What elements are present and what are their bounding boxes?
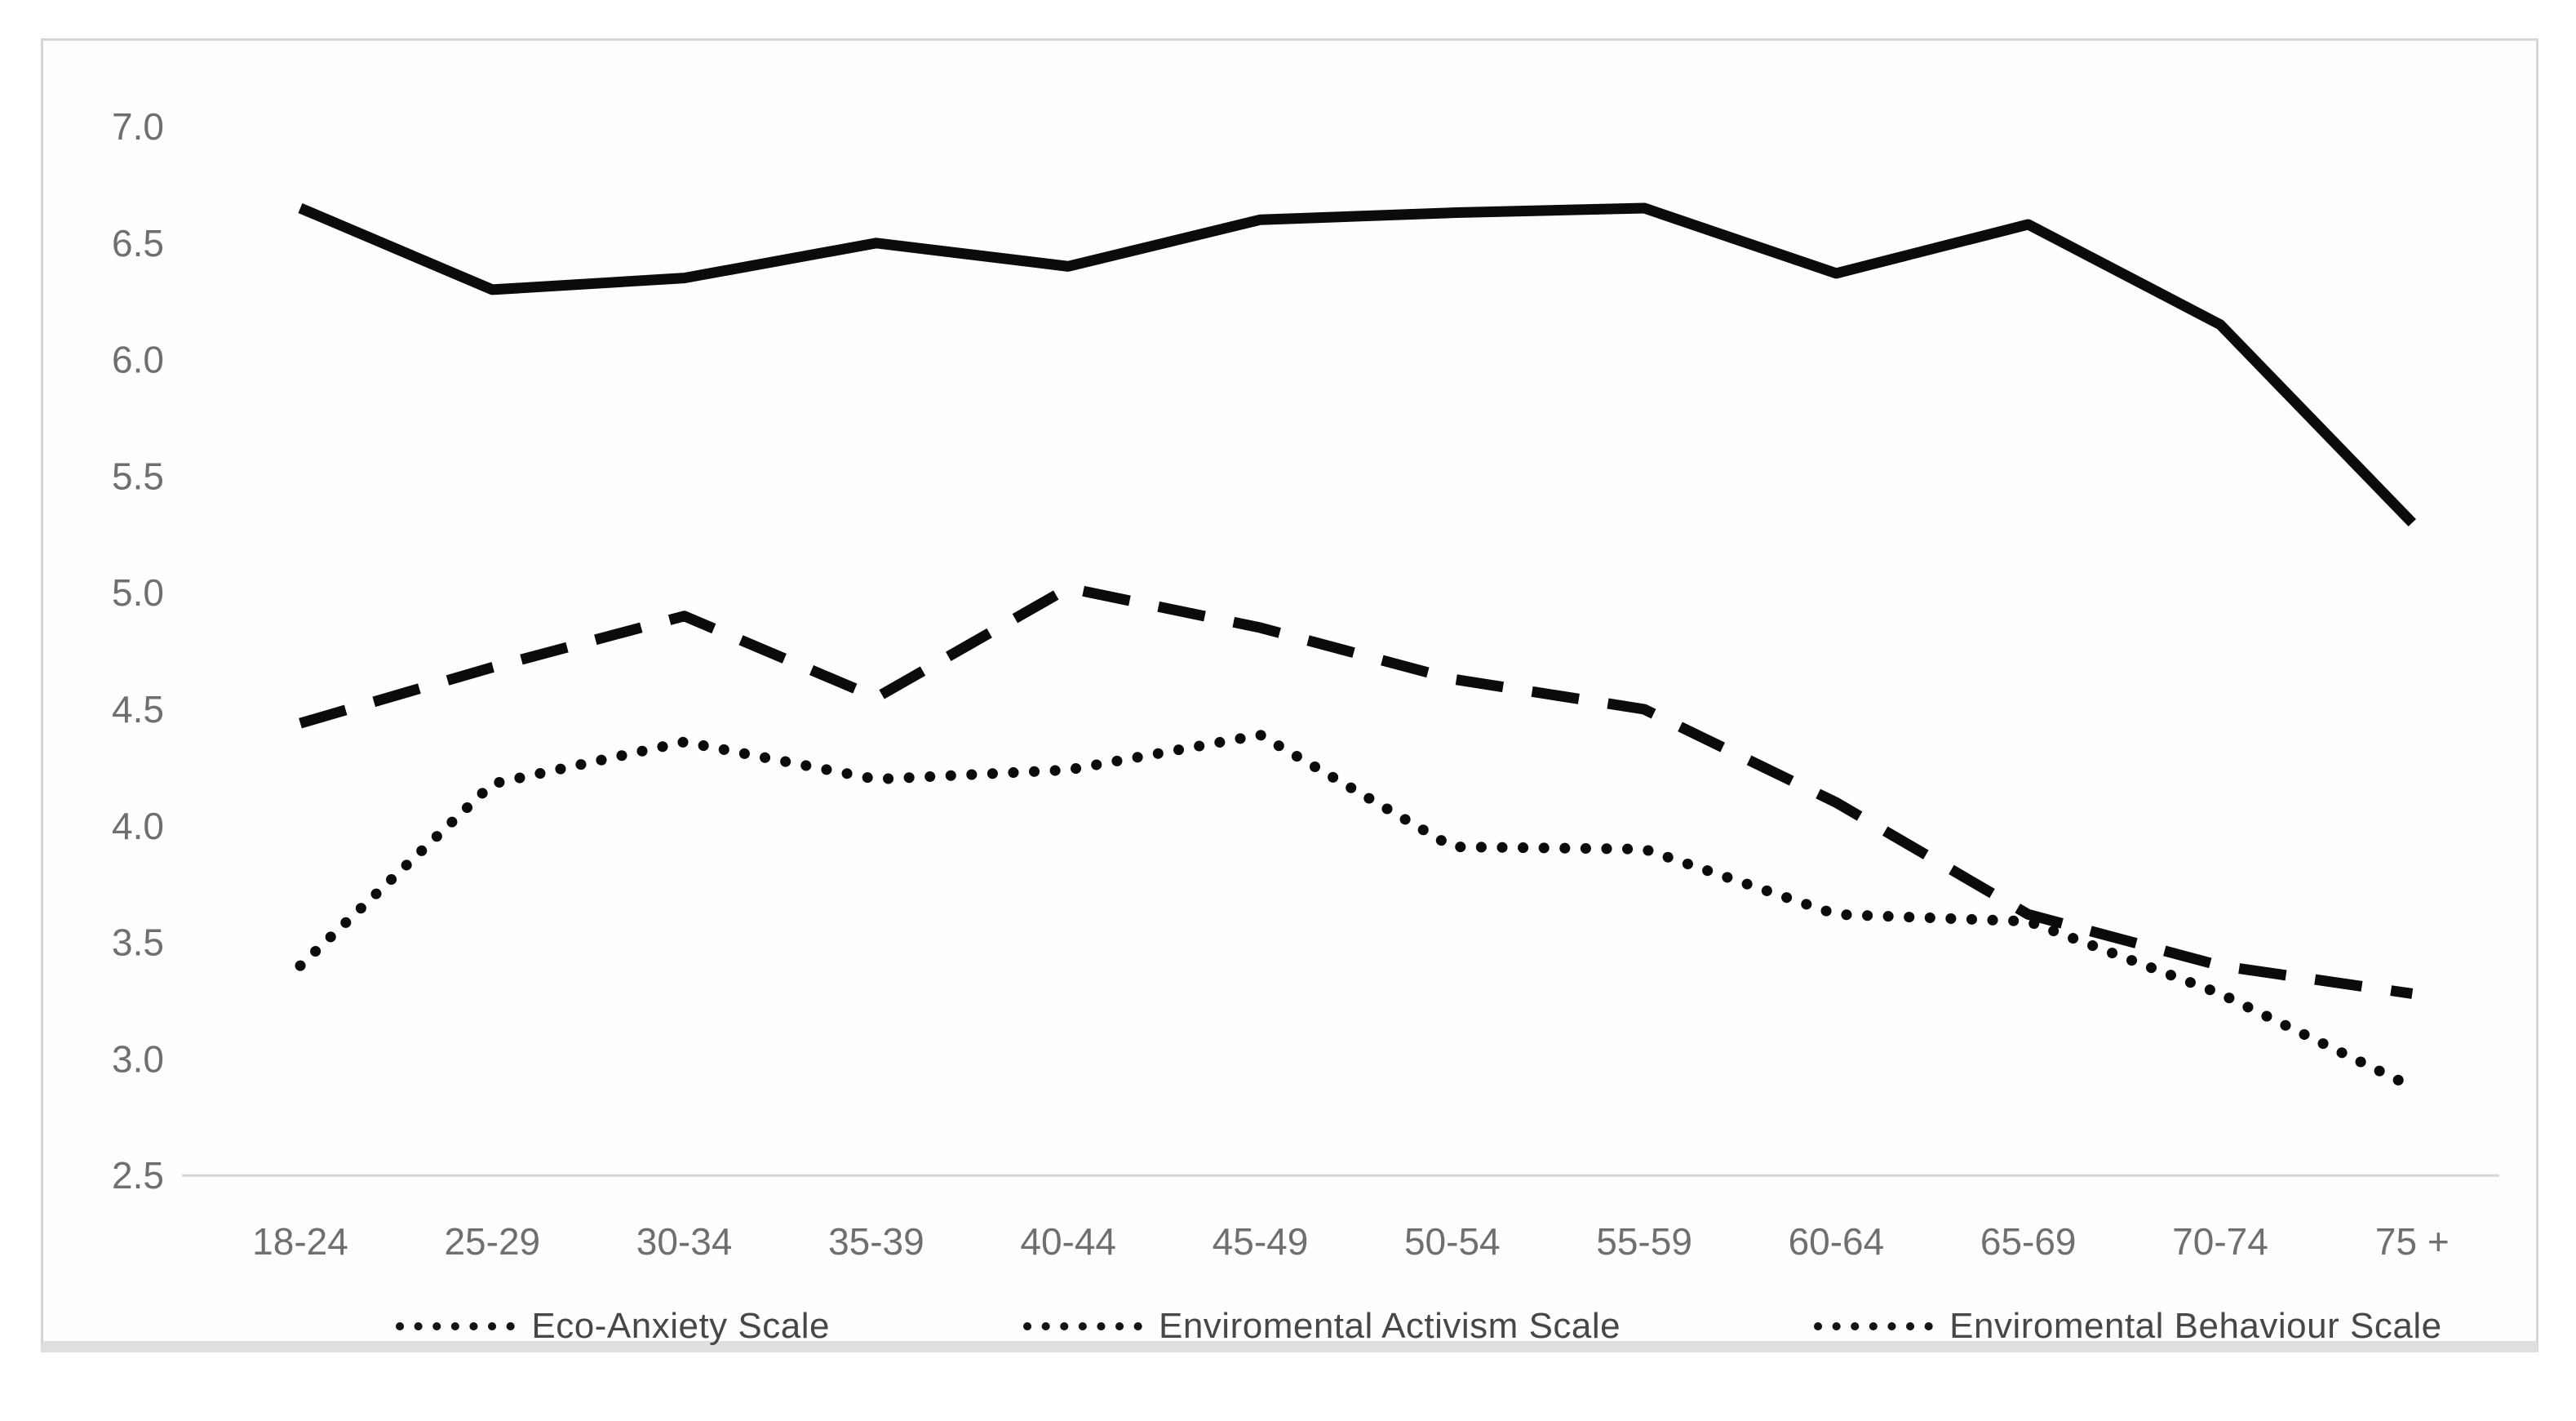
x-tick-label: 45-49 xyxy=(1213,1220,1309,1263)
series-line-solid xyxy=(298,202,2416,527)
y-tick-label: 3.0 xyxy=(112,1037,164,1080)
series-line-dotted xyxy=(295,729,2418,1093)
y-tick-label: 6.5 xyxy=(112,222,164,264)
y-tick-label: 4.5 xyxy=(112,688,164,730)
dotted-line-icon xyxy=(1022,1322,1142,1330)
chart-legend: Eco-Anxiety Scale Enviromental Activism … xyxy=(300,1294,2536,1359)
x-tick-label: 25-29 xyxy=(444,1220,540,1263)
x-tick-label: 55-59 xyxy=(1596,1220,1692,1263)
x-tick-label: 50-54 xyxy=(1404,1220,1501,1263)
dotted-line-icon xyxy=(396,1322,516,1330)
x-tick-label: 75 + xyxy=(2375,1220,2450,1263)
x-tick-label: 18-24 xyxy=(252,1220,348,1263)
x-tick-label: 30-34 xyxy=(636,1220,733,1263)
x-tick-label: 70-74 xyxy=(2172,1220,2268,1263)
dotted-line-icon xyxy=(1814,1322,1934,1330)
x-tick-label: 60-64 xyxy=(1789,1220,1885,1263)
x-tick-label: 35-39 xyxy=(828,1220,924,1263)
legend-label: Enviromental Activism Scale xyxy=(1158,1306,1621,1346)
legend-label: Eco-Anxiety Scale xyxy=(531,1306,830,1346)
x-tick-label: 65-69 xyxy=(1980,1220,2077,1263)
x-tick-label: 40-44 xyxy=(1020,1220,1116,1263)
line-chart: 7.0 6.5 6.0 5.5 5.0 4.5 4.0 3.5 3.0 2.5 18-24 25-29… xyxy=(112,105,2499,1263)
y-tick-label: 5.0 xyxy=(112,571,164,614)
y-tick-label: 5.5 xyxy=(112,455,164,497)
legend-item-activism: Enviromental Activism Scale xyxy=(1022,1306,1621,1347)
legend-item-behaviour: Enviromental Behaviour Scale xyxy=(1812,1306,2441,1347)
legend-label: Enviromental Behaviour Scale xyxy=(1949,1306,2442,1346)
y-tick-label: 2.5 xyxy=(112,1154,164,1197)
y-tick-label: 7.0 xyxy=(112,105,164,148)
y-tick-label: 6.0 xyxy=(112,339,164,381)
series-line-dashed xyxy=(299,582,2414,999)
chart-frame: 7.0 6.5 6.0 5.5 5.0 4.5 4.0 3.5 3.0 2.5 18-24 25-29… xyxy=(41,38,2538,1352)
y-tick-label: 4.0 xyxy=(112,805,164,847)
legend-item-eco-anxiety: Eco-Anxiety Scale xyxy=(394,1306,830,1347)
y-tick-label: 3.5 xyxy=(112,921,164,964)
